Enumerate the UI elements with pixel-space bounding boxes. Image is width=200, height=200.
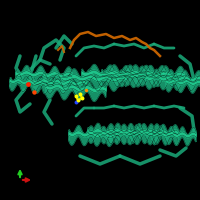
- Point: [32, 90, 36, 94]
- Point: [74, 94, 78, 98]
- Polygon shape: [69, 131, 119, 138]
- Point: [78, 92, 82, 96]
- Polygon shape: [166, 79, 200, 86]
- Polygon shape: [166, 74, 200, 94]
- Polygon shape: [46, 84, 106, 92]
- Polygon shape: [124, 65, 184, 87]
- Polygon shape: [16, 66, 72, 86]
- Polygon shape: [62, 69, 126, 91]
- Polygon shape: [10, 74, 54, 94]
- Polygon shape: [34, 79, 86, 86]
- Polygon shape: [34, 74, 86, 94]
- Polygon shape: [130, 129, 178, 136]
- Polygon shape: [69, 126, 119, 146]
- Polygon shape: [152, 131, 196, 138]
- Polygon shape: [146, 69, 200, 91]
- Point: [74, 100, 78, 104]
- Point: [84, 88, 88, 92]
- Polygon shape: [102, 71, 166, 78]
- Polygon shape: [88, 123, 140, 145]
- Polygon shape: [108, 123, 160, 145]
- Polygon shape: [102, 65, 166, 87]
- Polygon shape: [130, 124, 178, 144]
- Point: [26, 82, 30, 86]
- Polygon shape: [146, 75, 200, 82]
- Polygon shape: [62, 75, 126, 82]
- Polygon shape: [124, 70, 184, 78]
- Point: [80, 96, 84, 100]
- Polygon shape: [46, 79, 106, 101]
- Polygon shape: [10, 79, 54, 86]
- Polygon shape: [108, 129, 160, 136]
- Polygon shape: [82, 70, 146, 78]
- Polygon shape: [152, 126, 196, 146]
- Polygon shape: [16, 71, 72, 78]
- Polygon shape: [82, 65, 146, 87]
- Point: [76, 98, 80, 102]
- Polygon shape: [88, 129, 140, 136]
